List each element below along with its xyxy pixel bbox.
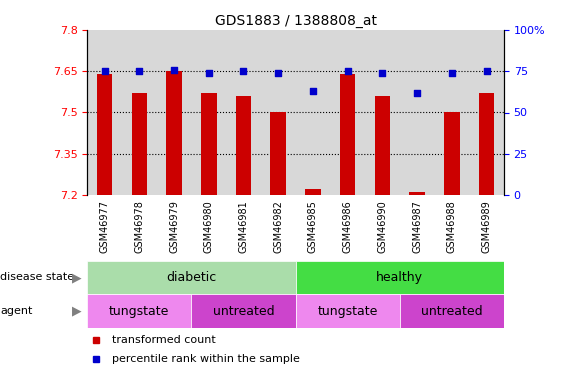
Point <box>413 90 422 96</box>
Point <box>239 68 248 74</box>
Text: GSM46989: GSM46989 <box>481 200 491 253</box>
Text: GSM46986: GSM46986 <box>343 200 352 253</box>
Text: ▶: ▶ <box>72 305 82 318</box>
Text: tungstate: tungstate <box>109 305 169 318</box>
Point <box>343 68 352 74</box>
Text: GSM46990: GSM46990 <box>377 200 387 253</box>
Bar <box>444 112 459 195</box>
Point <box>135 68 144 74</box>
Text: untreated: untreated <box>213 305 274 318</box>
Bar <box>166 71 182 195</box>
Point <box>204 70 213 76</box>
Text: tungstate: tungstate <box>318 305 378 318</box>
Bar <box>374 96 390 195</box>
Point <box>309 88 318 94</box>
Bar <box>305 189 321 195</box>
Bar <box>87 261 296 294</box>
Text: GSM46982: GSM46982 <box>273 200 283 253</box>
Text: GSM46978: GSM46978 <box>135 200 144 253</box>
Text: transformed count: transformed count <box>112 335 216 345</box>
Text: GSM46980: GSM46980 <box>204 200 214 253</box>
Text: agent: agent <box>0 306 33 316</box>
Point <box>482 68 491 74</box>
Point <box>274 70 283 76</box>
Point <box>447 70 456 76</box>
Text: disease state: disease state <box>0 273 74 282</box>
Title: GDS1883 / 1388808_at: GDS1883 / 1388808_at <box>215 13 377 28</box>
Text: ▶: ▶ <box>72 271 82 284</box>
Text: GSM46985: GSM46985 <box>308 200 318 253</box>
Text: GSM46981: GSM46981 <box>239 200 248 253</box>
Bar <box>400 294 504 328</box>
Text: GSM46977: GSM46977 <box>100 200 110 253</box>
Text: GSM46979: GSM46979 <box>169 200 179 253</box>
Bar <box>340 74 355 195</box>
Text: diabetic: diabetic <box>166 271 217 284</box>
Bar <box>296 261 504 294</box>
Text: percentile rank within the sample: percentile rank within the sample <box>112 354 300 364</box>
Text: GSM46987: GSM46987 <box>412 200 422 253</box>
Bar <box>236 96 251 195</box>
Bar <box>132 93 147 195</box>
Point <box>378 70 387 76</box>
Point <box>100 68 109 74</box>
Text: untreated: untreated <box>421 305 482 318</box>
Text: GSM46988: GSM46988 <box>447 200 457 253</box>
Bar <box>479 93 494 195</box>
Bar <box>87 294 191 328</box>
Bar <box>97 74 113 195</box>
Text: healthy: healthy <box>376 271 423 284</box>
Bar <box>191 294 296 328</box>
Point <box>169 67 178 73</box>
Bar <box>270 112 286 195</box>
Bar <box>201 93 217 195</box>
Bar <box>409 192 425 195</box>
Bar <box>296 294 400 328</box>
